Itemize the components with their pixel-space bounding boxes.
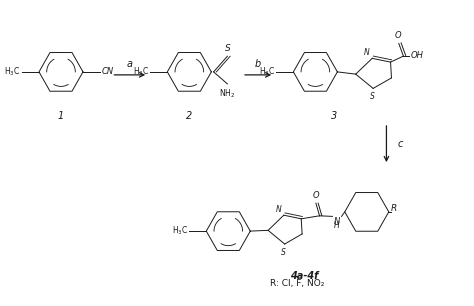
Text: 2: 2 bbox=[186, 111, 192, 121]
Text: S: S bbox=[282, 248, 286, 257]
Text: N: N bbox=[276, 205, 282, 214]
Text: OH: OH bbox=[410, 51, 423, 60]
Text: N: N bbox=[364, 48, 370, 57]
Text: 3: 3 bbox=[330, 111, 337, 121]
Text: CN: CN bbox=[101, 67, 113, 76]
Text: S: S bbox=[225, 44, 230, 53]
Text: H$_3$C: H$_3$C bbox=[133, 65, 149, 77]
Text: H$_3$C: H$_3$C bbox=[4, 65, 21, 77]
Text: 4a-4f: 4a-4f bbox=[290, 271, 318, 282]
Text: b: b bbox=[255, 59, 261, 69]
Text: H$_3$C: H$_3$C bbox=[172, 224, 188, 237]
Text: N: N bbox=[333, 217, 339, 226]
Text: a: a bbox=[127, 59, 133, 69]
Text: O: O bbox=[312, 191, 319, 200]
Text: R: R bbox=[391, 204, 397, 213]
Text: NH$_2$: NH$_2$ bbox=[219, 88, 236, 100]
Text: H$_3$C: H$_3$C bbox=[259, 65, 275, 77]
Text: 1: 1 bbox=[58, 111, 64, 121]
Text: S: S bbox=[370, 92, 374, 101]
Text: R: Cl, F, NO₂: R: Cl, F, NO₂ bbox=[270, 279, 324, 288]
Text: H: H bbox=[334, 221, 340, 230]
Text: c: c bbox=[398, 139, 403, 149]
Text: O: O bbox=[394, 32, 401, 40]
